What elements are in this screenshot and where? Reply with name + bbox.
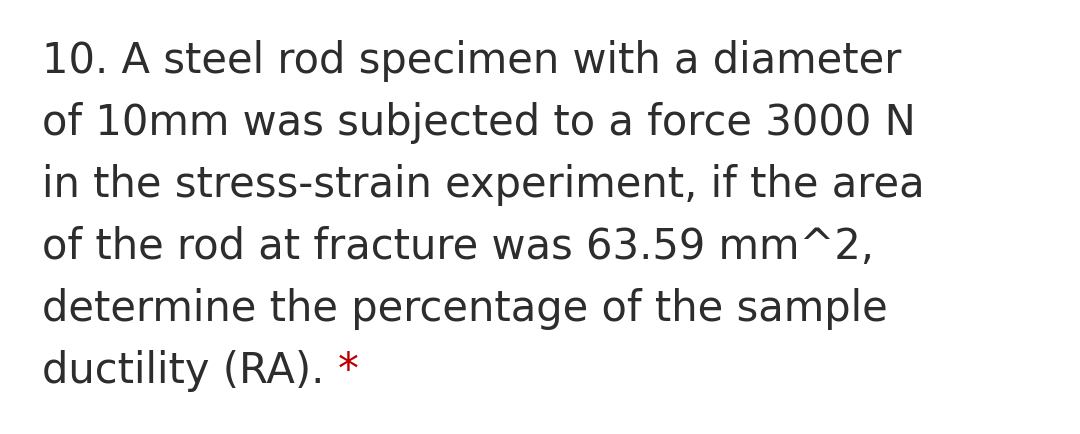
Text: determine the percentage of the sample: determine the percentage of the sample	[42, 287, 888, 329]
Text: 10. A steel rod specimen with a diameter: 10. A steel rod specimen with a diameter	[42, 40, 902, 82]
Text: in the stress-strain experiment, if the area: in the stress-strain experiment, if the …	[42, 164, 924, 206]
Text: of the rod at fracture was 63.59 mm^2,: of the rod at fracture was 63.59 mm^2,	[42, 226, 874, 267]
Text: ductility (RA).: ductility (RA).	[42, 349, 338, 391]
Text: of 10mm was subjected to a force 3000 N: of 10mm was subjected to a force 3000 N	[42, 102, 916, 144]
Text: *: *	[338, 349, 359, 391]
